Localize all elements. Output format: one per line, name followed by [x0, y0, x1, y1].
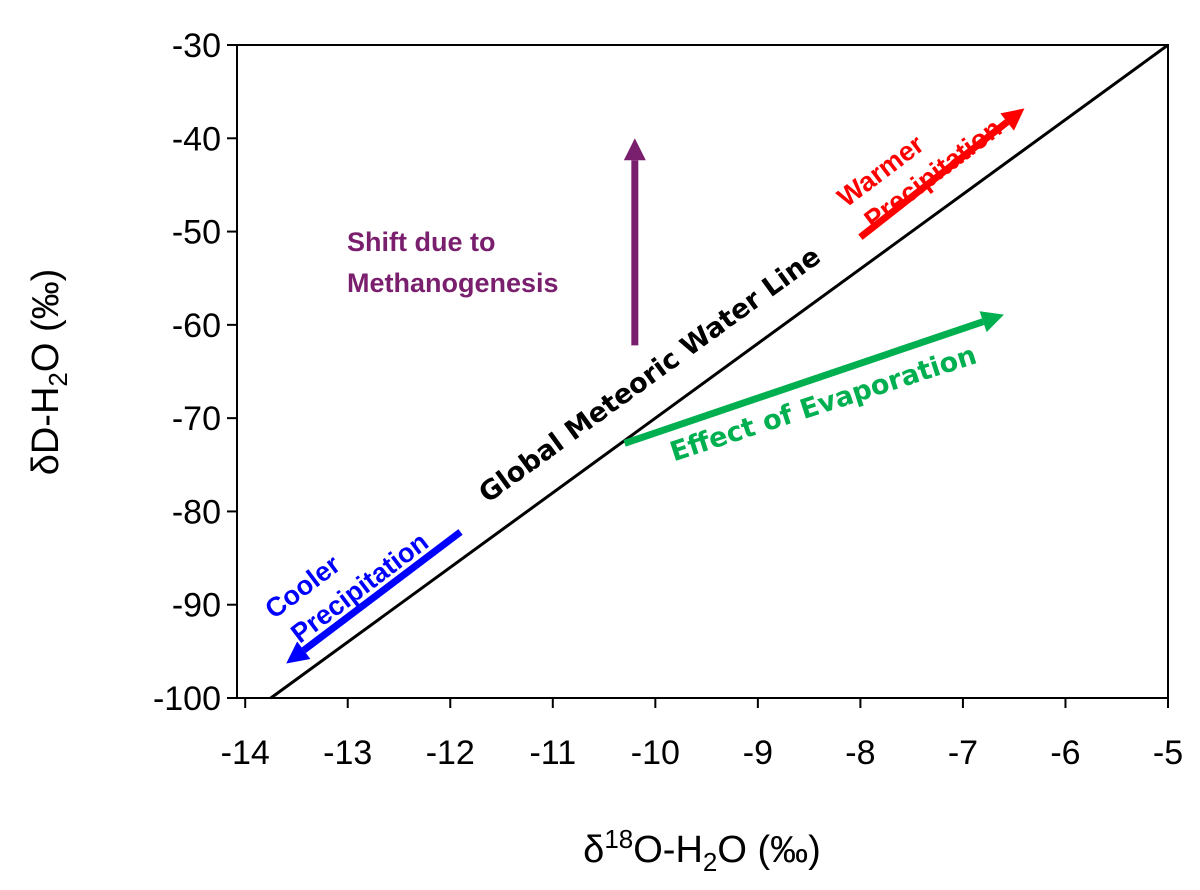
methanogenesis-arrow: [623, 138, 646, 346]
evaporation-label: Effect of Evaporation: [666, 340, 980, 468]
gmwl-line: [269, 43, 1169, 700]
plot-area: [236, 44, 1169, 699]
x-tick-label: -7: [948, 734, 978, 772]
methanogenesis-label: Shift due to Methanogenesis: [347, 227, 559, 298]
evaporation-arrow: [623, 311, 1004, 447]
y-axis-label: δD-H2O (‰): [25, 269, 73, 476]
x-axis-label: δ18O-H2O (‰): [583, 824, 821, 877]
warmer-arrow: [858, 108, 1025, 240]
cooler-arrow: [286, 529, 463, 664]
y-tick-label: -30: [172, 27, 221, 65]
svg-text:Methanogenesis: Methanogenesis: [347, 268, 559, 298]
y-tick-label: -80: [172, 493, 221, 531]
y-tick-label: -100: [153, 680, 221, 718]
svg-text:Shift due to: Shift due to: [347, 227, 495, 257]
x-tick-label: -6: [1050, 734, 1080, 772]
x-tick-label: -5: [1153, 734, 1183, 772]
y-tick-label: -70: [172, 400, 221, 438]
y-tick-label: -90: [172, 587, 221, 625]
x-tick-label: -9: [743, 734, 773, 772]
x-tick-label: -10: [631, 734, 680, 772]
x-tick-label: -8: [845, 734, 875, 772]
x-tick-label: -11: [529, 734, 576, 772]
y-tick-label: -50: [172, 214, 221, 252]
x-tick-label: -13: [323, 734, 372, 772]
y-tick-label: -60: [172, 307, 221, 345]
warmer-label: Warmer Precipitation: [832, 113, 1008, 235]
x-tick-label: -14: [221, 734, 270, 772]
y-tick-label: -40: [172, 120, 221, 158]
x-tick-label: -12: [426, 734, 475, 772]
